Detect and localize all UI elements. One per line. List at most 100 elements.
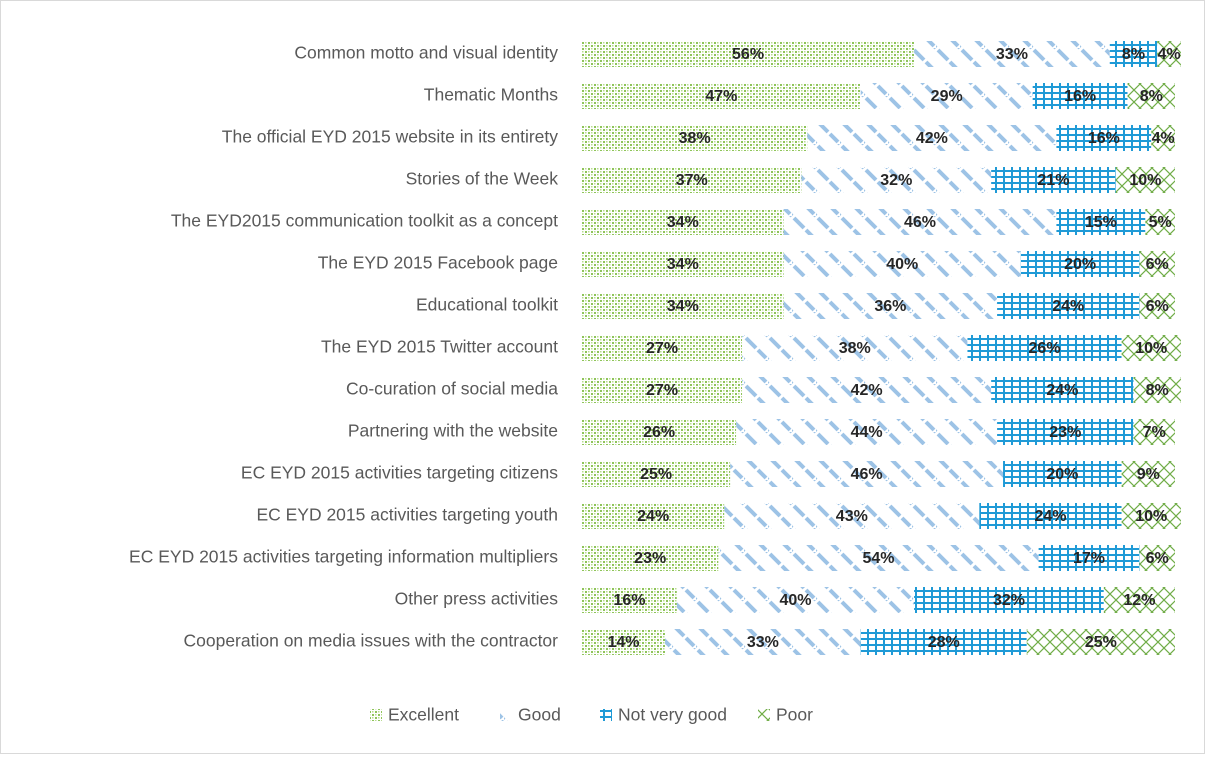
bar-segment (1003, 461, 1122, 487)
bar-segment (991, 167, 1116, 193)
data-label: 42% (851, 382, 883, 399)
data-label: 10% (1135, 340, 1167, 357)
data-label: 54% (862, 550, 894, 567)
data-label: 23% (634, 550, 666, 567)
data-label: 38% (839, 340, 871, 357)
data-label: 6% (1146, 550, 1169, 567)
bar-segment (997, 293, 1140, 319)
data-label: 37% (676, 172, 708, 189)
bar-segment (665, 629, 861, 655)
bar-segment (582, 419, 737, 445)
data-label: 16% (613, 592, 645, 609)
bar-segment (582, 41, 915, 67)
data-label: 40% (779, 592, 811, 609)
data-label: 16% (1064, 88, 1096, 105)
data-label: 24% (1052, 298, 1084, 315)
data-label: 24% (1046, 382, 1078, 399)
bar-segment (1139, 545, 1175, 571)
category-label: EC EYD 2015 activities targeting informa… (129, 547, 558, 567)
data-label: 46% (851, 466, 883, 483)
bar-segment (1151, 125, 1175, 151)
bar-segment (718, 545, 1039, 571)
bar-segment (1026, 629, 1175, 655)
bar-segment (582, 629, 666, 655)
data-label: 29% (931, 88, 963, 105)
category-label: Stories of the Week (406, 169, 559, 189)
bar-segment (742, 335, 968, 361)
bar-segment (1133, 377, 1181, 403)
legend-swatch (600, 709, 612, 721)
bar-segment (582, 167, 802, 193)
bar-segment (736, 419, 998, 445)
data-label: 34% (667, 256, 699, 273)
legend-swatch (758, 709, 770, 721)
data-label: 43% (836, 508, 868, 525)
data-label: 14% (607, 634, 639, 651)
bar-segment (991, 377, 1134, 403)
data-label: 24% (637, 508, 669, 525)
data-label: 8% (1140, 88, 1163, 105)
bar-segment (742, 377, 992, 403)
bar-segment (582, 587, 677, 613)
data-label: 24% (1034, 508, 1066, 525)
data-label: 23% (1049, 424, 1081, 441)
data-label: 10% (1135, 508, 1167, 525)
data-label: 5% (1149, 214, 1172, 231)
bar-segment (860, 629, 1027, 655)
data-label: 12% (1123, 592, 1155, 609)
bar-segment (582, 83, 861, 109)
data-label: 25% (1085, 634, 1117, 651)
category-label: Common motto and visual identity (294, 43, 558, 63)
data-label: 40% (886, 256, 918, 273)
data-label: 32% (993, 592, 1025, 609)
data-label: 9% (1137, 466, 1160, 483)
legend-label: Excellent (388, 705, 459, 725)
data-label: 34% (667, 214, 699, 231)
bar-segment (582, 251, 784, 277)
bar-segment (1121, 461, 1175, 487)
data-label: 20% (1064, 256, 1096, 273)
data-label: 56% (732, 46, 764, 63)
data-label: 33% (747, 634, 779, 651)
data-label: 46% (904, 214, 936, 231)
bar-segment (1127, 83, 1175, 109)
bar-segment (1115, 167, 1175, 193)
bar-segment (801, 167, 992, 193)
data-label: 42% (916, 130, 948, 147)
bar-segment (724, 503, 980, 529)
bar-segment (1145, 209, 1175, 235)
bar-segment (1038, 545, 1140, 571)
bar-segment (1139, 293, 1175, 319)
data-label: 15% (1085, 214, 1117, 231)
category-label: The official EYD 2015 website in its ent… (222, 127, 558, 147)
data-label: 47% (705, 88, 737, 105)
bar-segment (979, 503, 1122, 529)
bar-segment (783, 293, 998, 319)
bar-segment (582, 377, 743, 403)
bar-segment (860, 83, 1033, 109)
bar-segment (582, 335, 743, 361)
bar-segment (914, 587, 1104, 613)
bar-segment (967, 335, 1122, 361)
data-label: 27% (646, 340, 678, 357)
category-label: The EYD2015 communication toolkit as a c… (171, 211, 558, 231)
data-label: 17% (1073, 550, 1105, 567)
bar-segment (582, 545, 719, 571)
data-label: 7% (1143, 424, 1166, 441)
data-label: 20% (1046, 466, 1078, 483)
legend-label: Not very good (618, 705, 727, 725)
category-label: Educational toolkit (416, 295, 558, 315)
category-label: Partnering with the website (348, 421, 558, 441)
data-label: 26% (1029, 340, 1061, 357)
bar-segment (997, 419, 1134, 445)
data-label: 27% (646, 382, 678, 399)
data-label: 16% (1088, 130, 1120, 147)
bar-segment (783, 209, 1057, 235)
category-label: The EYD 2015 Twitter account (321, 337, 558, 357)
bar-segment (582, 293, 784, 319)
bar-segment (1056, 125, 1152, 151)
data-label: 44% (851, 424, 883, 441)
legend-swatch (500, 709, 512, 721)
